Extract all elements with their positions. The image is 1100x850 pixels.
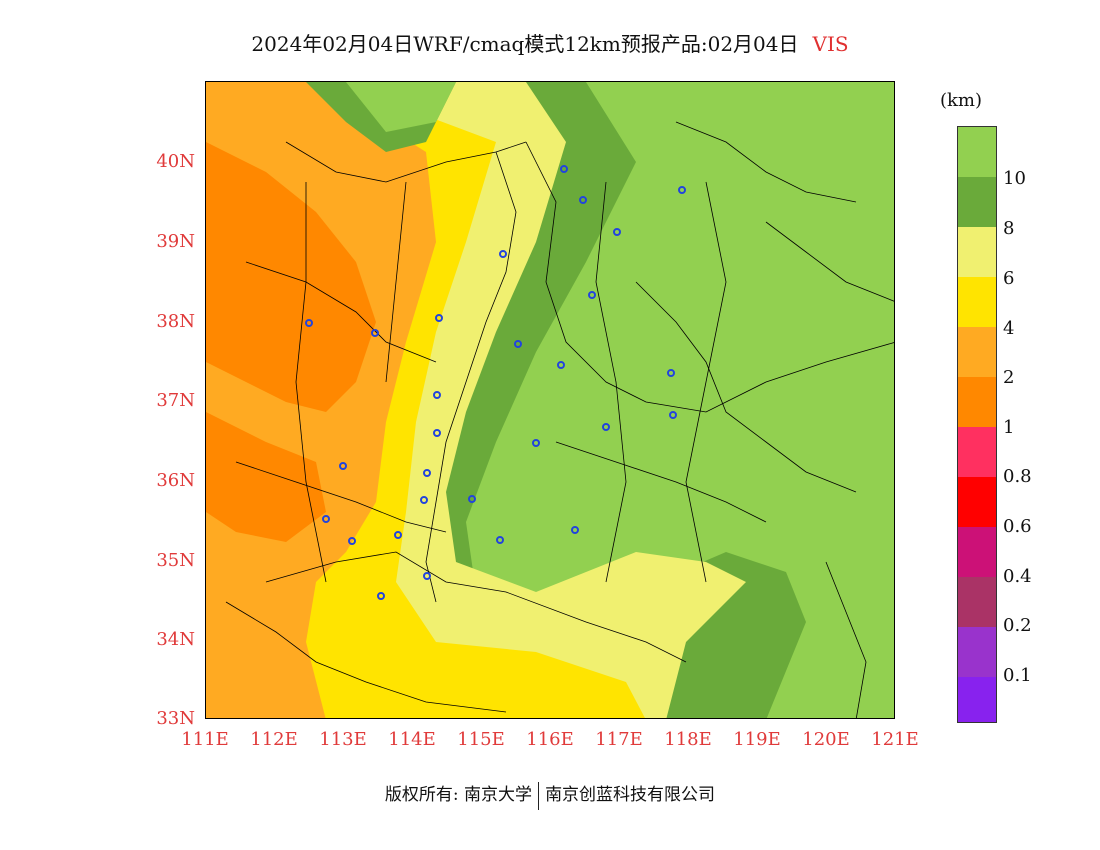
visibility-map <box>205 81 895 719</box>
variable-label: VIS <box>812 32 849 56</box>
lat-label-35n: 35N <box>156 550 195 571</box>
legend-swatch <box>958 327 996 377</box>
copyright-right: 南京创蓝科技有限公司 <box>545 785 716 805</box>
lat-label-39n: 39N <box>156 231 195 252</box>
city-marker <box>678 186 686 194</box>
legend-swatch <box>958 627 996 677</box>
map-canvas <box>206 82 894 718</box>
city-marker <box>433 429 441 437</box>
lon-label-111e: 111E <box>181 729 229 750</box>
legend-swatch <box>958 127 996 177</box>
lat-label-34n: 34N <box>156 629 195 650</box>
legend-tick: 4 <box>1003 318 1015 339</box>
lon-label-116e: 116E <box>526 729 574 750</box>
city-marker <box>377 592 385 600</box>
city-marker <box>588 291 596 299</box>
city-marker <box>394 531 402 539</box>
title-text: 2024年02月04日WRF/cmaq模式12km预报产品:02月04日 <box>251 32 799 56</box>
lat-label-36n: 36N <box>156 470 195 491</box>
legend-tick: 2 <box>1003 367 1015 388</box>
city-marker <box>602 423 610 431</box>
city-marker <box>499 250 507 258</box>
city-marker <box>557 361 565 369</box>
legend-swatch <box>958 177 996 227</box>
lat-label-40n: 40N <box>156 151 195 172</box>
legend-tick: 8 <box>1003 218 1015 239</box>
region-1-2km-south <box>206 412 326 542</box>
legend-swatch <box>958 477 996 527</box>
legend-swatch <box>958 427 996 477</box>
city-marker <box>560 165 568 173</box>
legend-tick: 0.2 <box>1003 615 1032 636</box>
lon-label-118e: 118E <box>664 729 712 750</box>
legend-swatch <box>958 577 996 627</box>
legend-swatch <box>958 377 996 427</box>
legend-colorbar <box>957 126 997 723</box>
city-marker <box>435 314 443 322</box>
legend-tick: 6 <box>1003 268 1015 289</box>
legend-tick: 10 <box>1003 168 1026 189</box>
lon-label-119e: 119E <box>733 729 781 750</box>
city-marker <box>348 537 356 545</box>
city-marker <box>532 439 540 447</box>
city-marker <box>423 572 431 580</box>
region-north-light-green <box>346 82 456 132</box>
lat-label-38n: 38N <box>156 311 195 332</box>
city-marker <box>433 391 441 399</box>
legend-unit: (km) <box>940 90 983 111</box>
city-marker <box>579 196 587 204</box>
legend-swatch <box>958 677 996 722</box>
city-marker <box>613 228 621 236</box>
lon-label-117e: 117E <box>595 729 643 750</box>
city-marker <box>423 469 431 477</box>
legend-swatch <box>958 277 996 327</box>
city-marker <box>305 319 313 327</box>
city-marker <box>514 340 522 348</box>
legend-tick: 0.8 <box>1003 466 1032 487</box>
legend-tick: 1 <box>1003 417 1015 438</box>
copyright-separator <box>538 781 540 810</box>
city-marker <box>468 495 476 503</box>
lon-label-121e: 121E <box>871 729 919 750</box>
city-marker <box>322 515 330 523</box>
lon-label-120e: 120E <box>802 729 850 750</box>
city-marker <box>339 462 347 470</box>
lat-label-37n: 37N <box>156 390 195 411</box>
legend-tick: 0.6 <box>1003 516 1032 537</box>
city-marker <box>371 329 379 337</box>
city-marker <box>669 411 677 419</box>
legend-swatch <box>958 227 996 277</box>
copyright-left: 版权所有: 南京大学 <box>384 785 533 805</box>
legend-tick: 0.4 <box>1003 566 1032 587</box>
page-title: 2024年02月04日WRF/cmaq模式12km预报产品:02月04日 VIS <box>0 28 1100 57</box>
city-marker <box>667 369 675 377</box>
city-marker <box>571 526 579 534</box>
lat-label-33n: 33N <box>156 708 195 729</box>
boundary-lines <box>225 121 894 718</box>
city-marker <box>420 496 428 504</box>
legend-swatch <box>958 527 996 577</box>
city-marker <box>496 536 504 544</box>
city-markers <box>305 165 686 600</box>
legend-tick: 0.1 <box>1003 665 1032 686</box>
lon-label-114e: 114E <box>388 729 436 750</box>
copyright: 版权所有: 南京大学 南京创蓝科技有限公司 <box>0 780 1100 810</box>
lon-label-113e: 113E <box>319 729 367 750</box>
lon-label-115e: 115E <box>457 729 505 750</box>
lon-label-112e: 112E <box>250 729 298 750</box>
